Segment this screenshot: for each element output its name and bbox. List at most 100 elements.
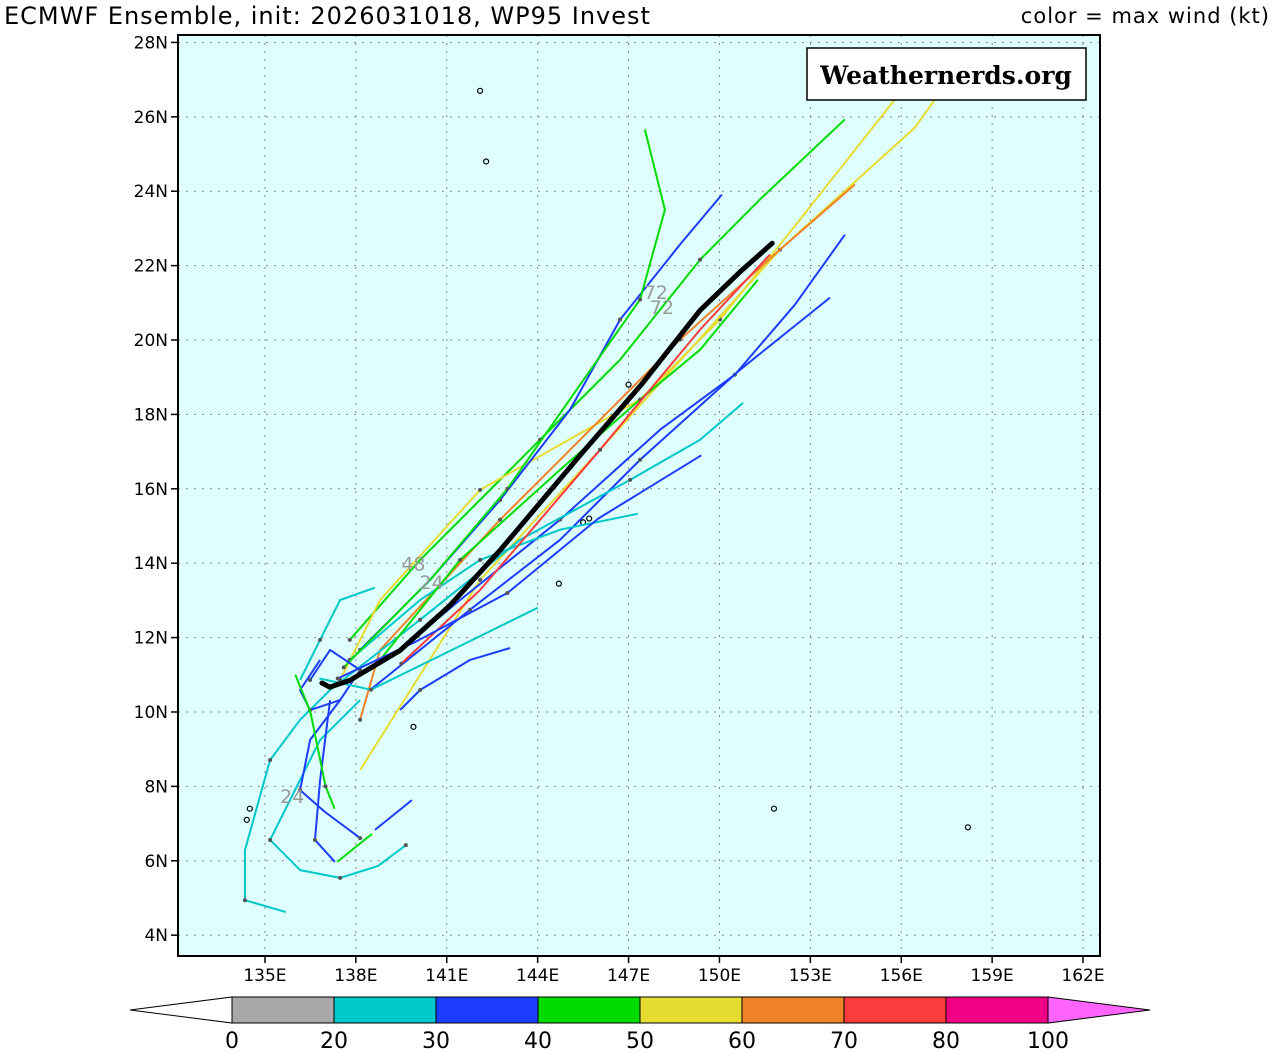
track-point xyxy=(298,788,303,793)
track-point xyxy=(468,607,473,612)
track-point xyxy=(358,836,363,841)
track-point xyxy=(308,677,313,682)
ensemble-member-track xyxy=(399,234,846,651)
colorbar: 0 20 30 40 50 60 70 80 100 xyxy=(129,996,1151,1053)
track-point xyxy=(369,687,374,692)
lon-tick-label: 156E xyxy=(880,966,923,986)
lon-tick-label: 141E xyxy=(425,966,468,986)
lat-tick-label: 6N xyxy=(144,852,168,872)
track-point xyxy=(618,317,623,322)
ensemble-member-track xyxy=(336,833,373,863)
track-point xyxy=(341,665,346,670)
track-point xyxy=(638,297,643,302)
colorbar-title: color = max wind (kt) xyxy=(1020,4,1270,28)
track-point xyxy=(638,457,643,462)
lon-tick-label: 138E xyxy=(334,966,377,986)
track-point xyxy=(268,837,273,842)
map-frame xyxy=(177,34,1101,957)
islands xyxy=(243,87,971,831)
ensemble-member-track xyxy=(359,98,936,771)
colorbar-under-triangle xyxy=(129,996,233,1024)
island xyxy=(476,87,484,94)
forecast-hour-label: 72 xyxy=(644,282,668,304)
ensemble-member-track xyxy=(244,689,331,914)
track-point xyxy=(498,517,503,522)
track-point xyxy=(505,590,510,595)
island xyxy=(243,816,250,823)
ensemble-member-track xyxy=(342,129,666,669)
ensemble-member-track xyxy=(329,402,744,691)
track-point xyxy=(418,688,423,693)
island xyxy=(586,515,593,522)
track-point xyxy=(505,486,510,491)
ensemble-member-track xyxy=(299,586,376,681)
island xyxy=(410,723,417,730)
track-point xyxy=(458,557,463,562)
lon-tick-label: 144E xyxy=(516,966,559,986)
track-point xyxy=(347,637,352,642)
track-point xyxy=(403,843,408,848)
ensemble-member-track xyxy=(374,799,413,831)
lon-tick-label: 159E xyxy=(971,966,1014,986)
colorbar-label: 50 xyxy=(626,1029,654,1053)
lat-tick-label: 22N xyxy=(134,257,168,277)
colorbar-segment xyxy=(435,996,539,1024)
ensemble-member-track xyxy=(369,296,831,691)
lon-tick-label: 135E xyxy=(243,966,286,986)
track-point xyxy=(358,717,363,722)
colorbar-label: 0 xyxy=(225,1029,239,1053)
ensemble-member-track xyxy=(269,699,407,879)
track-point xyxy=(268,757,273,762)
lon-tick-label: 147E xyxy=(607,966,650,986)
forecast-hour-label: 24 xyxy=(280,786,304,808)
lon-tick-label: 153E xyxy=(789,966,832,986)
lat-tick-label: 26N xyxy=(134,108,168,128)
colorbar-segment xyxy=(843,996,947,1024)
chart-title: ECMWF Ensemble, init: 2026031018, WP95 I… xyxy=(4,2,651,30)
track-point xyxy=(418,617,423,622)
colorbar-label: 80 xyxy=(932,1029,960,1053)
lat-tick-label: 14N xyxy=(134,554,168,574)
colorbar-segment xyxy=(741,996,845,1024)
island xyxy=(625,381,632,388)
ensemble-member-track xyxy=(349,118,846,641)
track-point xyxy=(478,557,483,562)
colorbar-label: 30 xyxy=(422,1029,450,1053)
track-point xyxy=(698,257,703,262)
forecast-hour-label: 48 xyxy=(401,554,425,576)
track-point xyxy=(478,577,483,582)
lat-tick-label: 4N xyxy=(144,926,168,946)
island xyxy=(483,158,490,165)
colorbar-label: 40 xyxy=(524,1029,552,1053)
ensemble-mean-track xyxy=(319,240,775,690)
track-point xyxy=(478,487,483,492)
lat-tick-label: 24N xyxy=(134,182,168,202)
ensemble-member-track xyxy=(399,647,511,711)
watermark: Weathernerds.org xyxy=(806,47,1087,101)
watermark-text: Weathernerds.org xyxy=(819,61,1072,90)
lat-tick-label: 18N xyxy=(134,405,168,425)
ensemble-member-track xyxy=(294,674,336,810)
island xyxy=(555,580,562,587)
colorbar-segment xyxy=(639,996,743,1024)
colorbar-over-triangle xyxy=(1047,996,1151,1024)
ensemble-member-track xyxy=(314,699,336,863)
track-point xyxy=(318,637,323,642)
track-point xyxy=(598,447,603,452)
track-point xyxy=(312,837,317,842)
lat-tick-label: 10N xyxy=(134,703,168,723)
axis-ticks: 135E 138E 141E 144E 147E 150E 153E 156E 159E 162E… xyxy=(134,33,1105,986)
colorbar-segment xyxy=(333,996,437,1024)
colorbar-label: 70 xyxy=(830,1029,858,1053)
colorbar-label: 20 xyxy=(320,1029,348,1053)
ensemble-tracks xyxy=(242,98,936,914)
grid xyxy=(178,35,1100,956)
lat-tick-label: 28N xyxy=(134,33,168,53)
colorbar-segment xyxy=(537,996,641,1024)
lat-tick-label: 12N xyxy=(134,629,168,649)
track-point xyxy=(323,784,328,789)
colorbar-segment xyxy=(231,996,335,1024)
colorbar-label: 60 xyxy=(728,1029,756,1053)
track-point xyxy=(399,661,404,666)
